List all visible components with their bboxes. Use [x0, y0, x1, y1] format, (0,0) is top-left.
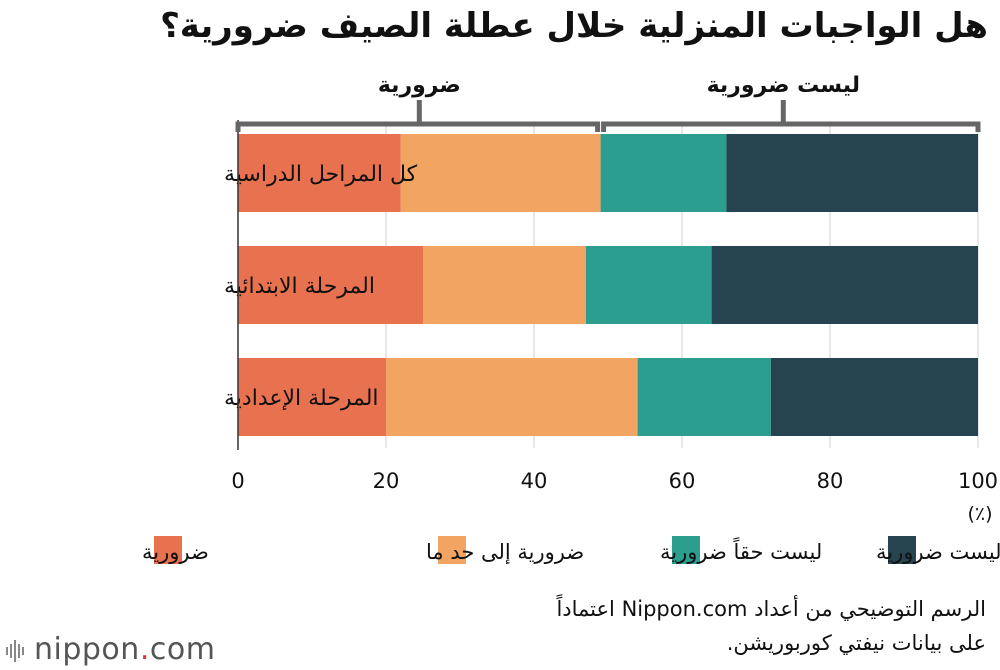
- x-tick-label: 60: [669, 469, 696, 493]
- legend-label: ليست حقاً ضرورية: [660, 536, 822, 564]
- bar-segment: [400, 134, 601, 212]
- bar-segment: [711, 246, 978, 324]
- category-label: كل المراحل الدراسية: [224, 162, 418, 187]
- chart-title: هل الواجبات المنزلية خلال عطلة الصيف ضرو…: [160, 6, 988, 46]
- logo-text: nippon: [34, 632, 140, 667]
- x-tick-label: 40: [521, 469, 548, 493]
- nippon-logo: nippon.com: [6, 632, 215, 667]
- bar-segment: [238, 358, 386, 436]
- x-tick-label: 0: [231, 469, 244, 493]
- category-label: المرحلة الابتدائية: [224, 274, 375, 299]
- bar-segment: [600, 134, 727, 212]
- bracket-right: [601, 121, 981, 132]
- bar-segment: [238, 134, 401, 212]
- bracket-right-label: ليست ضرورية: [707, 73, 860, 98]
- legend-swatch: [154, 536, 182, 564]
- bracket-left-label: ضرورية: [378, 73, 461, 98]
- bar-segment: [637, 358, 771, 436]
- x-tick-label: 20: [373, 469, 400, 493]
- source-note: الرسم التوضيحي من أعداد Nippon.com اعتما…: [556, 597, 986, 655]
- bracket-left: [235, 121, 601, 132]
- legend-swatch: [888, 536, 916, 564]
- legend-label: ليست ضرورية: [876, 540, 1000, 564]
- x-unit-label: (٪): [967, 503, 992, 525]
- bar-segment: [585, 246, 712, 324]
- bar-segment: [726, 134, 978, 212]
- logo-suffix-text: com: [149, 632, 216, 667]
- category-label: المرحلة الإعدادية: [224, 386, 379, 411]
- legend-label: ضرورية إلى حد ما: [426, 540, 584, 565]
- x-tick-label: 100: [958, 469, 998, 493]
- bar-segment: [770, 358, 978, 436]
- x-tick-label: 80: [817, 469, 844, 493]
- bar-segment: [238, 246, 423, 324]
- legend-swatch: [672, 536, 700, 564]
- bar-segment: [423, 246, 586, 324]
- legend-swatch: [438, 536, 466, 564]
- bar-segment: [386, 358, 638, 436]
- nippon-logo-icon: [6, 639, 24, 662]
- legend-label: ضرورية: [142, 540, 209, 564]
